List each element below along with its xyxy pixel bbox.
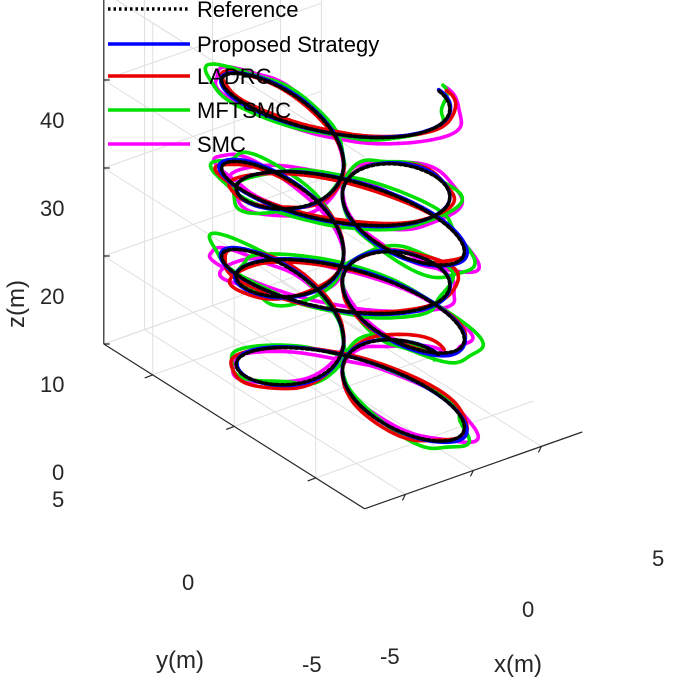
legend-label-reference: Reference [197, 0, 299, 22]
x-tick-mark [537, 446, 542, 453]
z-tick-30: 30 [40, 196, 64, 221]
legend-label-ladrc: LADRC [197, 64, 272, 89]
x-tick-mark [469, 470, 474, 477]
x-tick-5: 5 [652, 546, 664, 571]
x-axis-line [364, 431, 583, 510]
z-axis-label: z(m) [3, 280, 30, 328]
x-axis-label: x(m) [494, 651, 542, 678]
series-line-mftsmc [203, 62, 485, 451]
y-tick-minus-5: -5 [302, 652, 322, 677]
y-tick-5: 5 [52, 487, 64, 512]
y-tick-mark [225, 425, 235, 430]
grid-floor-y [234, 349, 452, 427]
z-tick-20: 20 [40, 284, 64, 309]
grid-back-z [103, 90, 322, 169]
z-tick-0: 0 [52, 460, 64, 485]
grid-back-z [103, 2, 322, 81]
x-tick-minus-5: -5 [380, 644, 400, 669]
legend-label-proposed: Proposed Strategy [197, 32, 379, 57]
x-tick-mark [401, 494, 406, 501]
series-lines [203, 62, 485, 451]
x-tick-0: 0 [522, 597, 534, 622]
box-edge [103, 266, 322, 345]
y-tick-0: 0 [182, 570, 194, 595]
y-axis-label: y(m) [156, 647, 204, 674]
axes-box [103, 0, 583, 510]
y-axis-line [103, 343, 365, 510]
y-tick-mark [307, 477, 316, 482]
z-tick-10: 10 [40, 372, 64, 397]
legend: Reference Proposed Strategy LADRC MFTSMC… [108, 0, 379, 157]
legend-label-smc: SMC [197, 132, 246, 157]
grid-left-z [103, 255, 365, 422]
z-tick-40: 40 [40, 108, 64, 133]
legend-label-mftsmc: MFTSMC [197, 98, 291, 123]
series-line-reference [219, 71, 467, 443]
y-tick-mark [144, 374, 153, 379]
grid-back-z [103, 178, 322, 257]
